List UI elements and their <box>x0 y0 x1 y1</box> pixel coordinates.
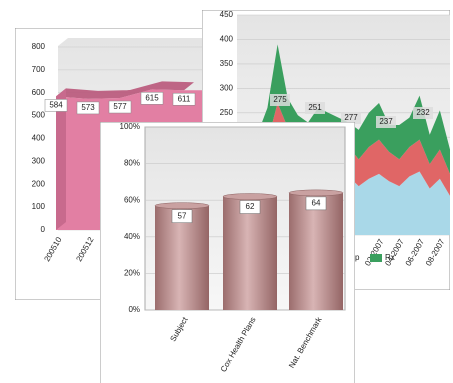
legend-swatch <box>370 254 382 262</box>
bar <box>155 205 209 310</box>
value-label: 573 <box>81 103 95 112</box>
label-box <box>305 196 327 211</box>
label-box <box>108 100 132 114</box>
annotation: 251 <box>308 103 322 112</box>
value-label: 577 <box>113 102 127 111</box>
value-label: 64 <box>312 198 321 207</box>
y-tick-label: 60% <box>124 195 140 204</box>
label-box <box>270 94 290 106</box>
annotation: 275 <box>273 95 287 104</box>
y-tick-label: 40% <box>124 232 140 241</box>
label-box <box>171 209 193 223</box>
label-box <box>44 99 68 112</box>
y-tick-label: 0 <box>41 225 46 234</box>
annotation: 237 <box>379 117 393 126</box>
y-tick-label: 20% <box>124 269 140 278</box>
y-tick-label: 0% <box>128 305 140 314</box>
value-label: 611 <box>178 94 191 103</box>
y-tick-label: 300 <box>32 156 46 165</box>
value-label: 584 <box>49 101 63 110</box>
label-box <box>305 102 325 114</box>
label-box <box>140 92 164 105</box>
bar <box>223 196 277 310</box>
y-tick-label: 600 <box>32 88 46 97</box>
legend-label: Rx <box>385 253 395 262</box>
label-box <box>413 107 433 119</box>
y-tick-label: 800 <box>32 42 46 51</box>
bar-cap <box>222 193 278 200</box>
y-tick-label: 400 <box>220 35 234 44</box>
legend-label: p <box>355 253 360 262</box>
y-tick-label: 250 <box>220 108 234 117</box>
area-side <box>56 88 66 230</box>
annotation: 232 <box>416 108 430 117</box>
y-tick-label: 450 <box>220 10 234 19</box>
y-tick-label: 700 <box>32 65 46 74</box>
y-tick-label: 350 <box>220 59 234 68</box>
y-tick-label: 100 <box>32 202 46 211</box>
value-label: 62 <box>246 202 255 211</box>
area-top <box>56 81 194 99</box>
y-tick-label: 300 <box>220 83 234 92</box>
bar-cap <box>154 202 210 209</box>
label-box <box>172 92 196 106</box>
y-tick-label: 80% <box>124 159 140 168</box>
value-label: 57 <box>178 211 187 220</box>
y-tick-label: 200 <box>32 179 46 188</box>
label-box <box>376 116 396 128</box>
y-tick-label: 500 <box>32 111 46 120</box>
label-box <box>341 112 361 124</box>
area <box>237 44 450 174</box>
annotation: 277 <box>344 113 358 122</box>
label-box <box>239 200 261 214</box>
label-box <box>76 101 100 115</box>
y-tick-label: 400 <box>32 134 46 143</box>
value-label: 615 <box>145 93 159 102</box>
y-tick-label: 100% <box>120 122 140 131</box>
bar-cap <box>288 189 344 197</box>
bar <box>289 192 343 310</box>
